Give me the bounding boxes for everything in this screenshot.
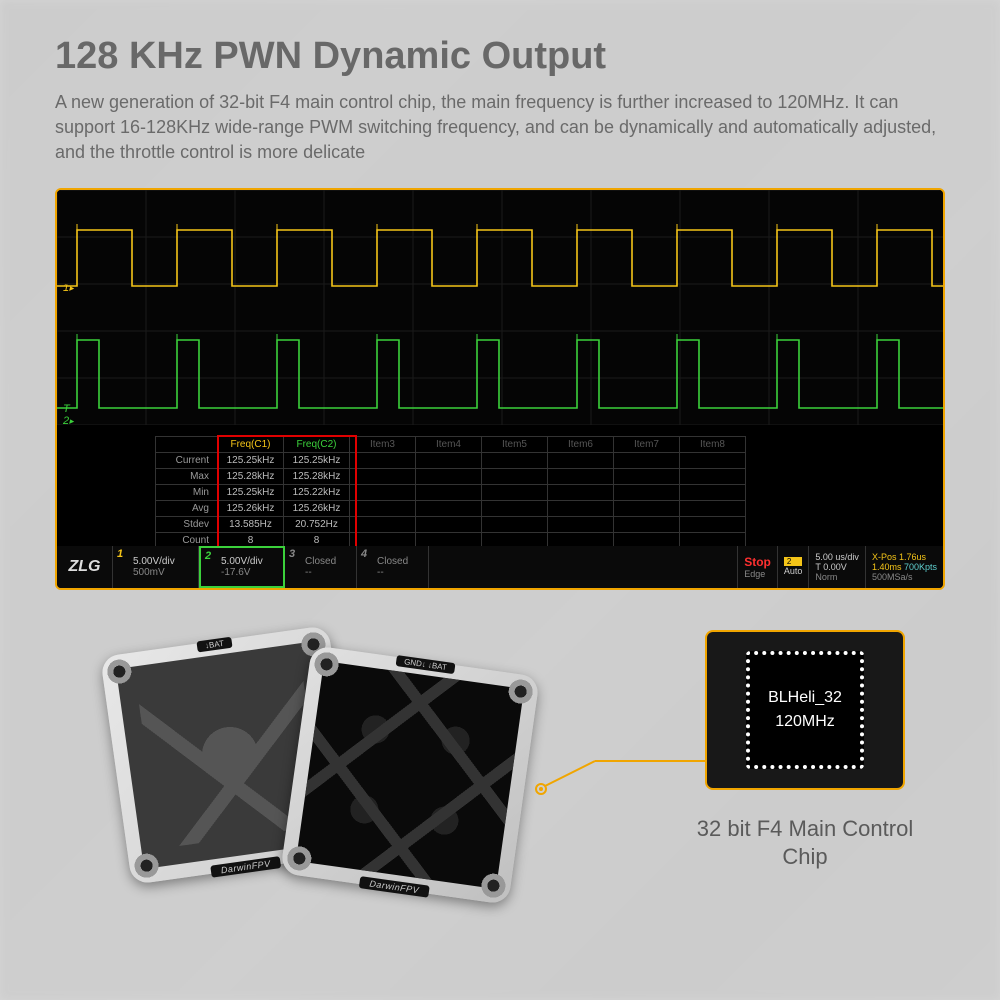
chip-frame: BLHeli_32 120MHz [705, 630, 905, 790]
waveform-area: 1▸ T2▸ [57, 190, 943, 425]
callout-line [535, 755, 705, 795]
waveform-svg [57, 190, 945, 425]
measurement-table: Freq(C1) Freq(C2) Item3 Item4 Item5 Item… [155, 436, 746, 549]
chip-caption: 32 bit F4 Main Control Chip [695, 815, 915, 872]
ch2-status: 2 5.00V/div -17.6V [199, 546, 285, 588]
ch1-status: 1 5.00V/div 500mV [113, 546, 199, 588]
ch4-status: 4 Closed -- [357, 546, 429, 588]
ch3-status: 3 Closed -- [285, 546, 357, 588]
col-freq-c2: Freq(C2) [284, 436, 350, 452]
acquisition-status: X-Pos 1.76us 1.40ms 700Kpts 500MSa/s [865, 546, 943, 588]
col-freq-c1: Freq(C1) [218, 436, 284, 452]
trigger-status: 2 Auto [777, 546, 809, 588]
description-text: A new generation of 32-bit F4 main contr… [55, 90, 945, 166]
oscilloscope-screenshot: 1▸ T2▸ Freq(C1) Freq(C2) Item3 Item4 Ite… [55, 188, 945, 590]
chip-line2: 120MHz [775, 713, 835, 731]
chip-line1: BLHeli_32 [768, 689, 842, 707]
esc-boards: ↓BAT DarwinFPV GND↓ ↓BAT DarwinFPV [115, 620, 555, 940]
product-section: ↓BAT DarwinFPV GND↓ ↓BAT DarwinFPV [55, 610, 945, 950]
stop-status: Stop Edge [737, 546, 777, 588]
content-container: 128 KHz PWN Dynamic Output A new generat… [0, 0, 1000, 985]
scope-status-bar: ZLG 1 5.00V/div 500mV 2 5.00V/div -17.6V… [57, 546, 943, 588]
scope-logo: ZLG [57, 546, 113, 588]
chip-graphic: BLHeli_32 120MHz [746, 651, 864, 769]
headline: 128 KHz PWN Dynamic Output [55, 35, 945, 78]
timebase-status: 5.00 us/div T 0.00V Norm [808, 546, 865, 588]
esc-board-front: GND↓ ↓BAT DarwinFPV [280, 645, 540, 905]
